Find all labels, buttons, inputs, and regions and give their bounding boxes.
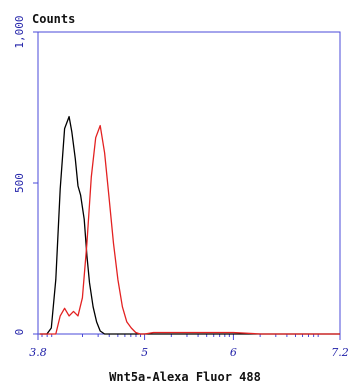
- y-tick-label-2: 1,000: [13, 15, 26, 48]
- x-tick-label-2: 6: [230, 346, 237, 359]
- plot-frame: [37, 31, 341, 335]
- y-tick-label-0: 0: [13, 329, 26, 336]
- series-line-0: [39, 115, 340, 335]
- y-axis-title: Counts: [32, 12, 75, 26]
- x-tick-label-0: 3.8: [29, 346, 47, 359]
- x-axis-title: Wnt5a-Alexa Fluor 488: [109, 370, 261, 384]
- x-tick-label-3: 7.2: [331, 346, 349, 359]
- x-axis-ticks: 3.8 5 6 7.2: [29, 334, 349, 359]
- series-layer: [39, 115, 340, 335]
- y-tick-label-1: 500: [13, 173, 26, 193]
- y-axis-ticks: 0 500 1,000: [13, 15, 38, 335]
- series-line-1: [39, 124, 340, 335]
- x-tick-label-1: 5: [141, 346, 148, 359]
